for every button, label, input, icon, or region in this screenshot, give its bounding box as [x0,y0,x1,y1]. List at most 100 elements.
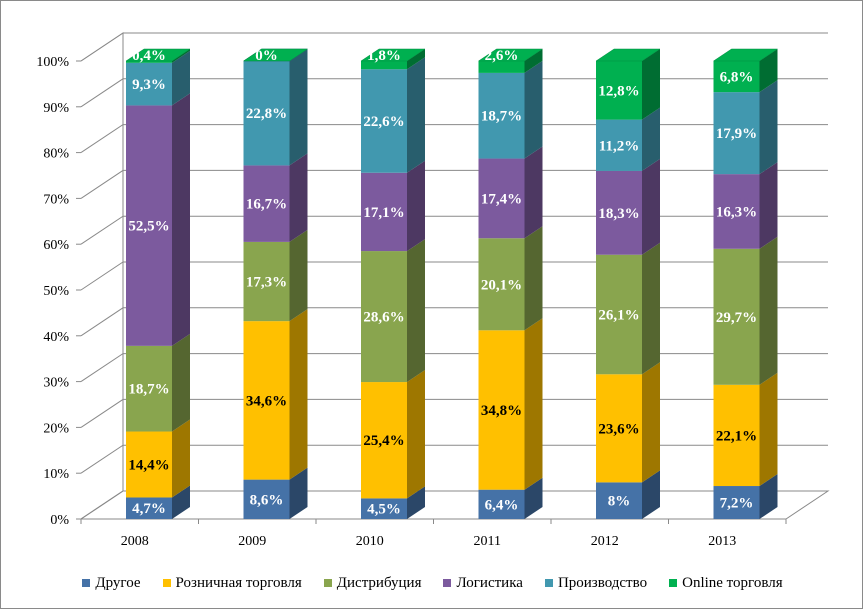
bar-column-2013 [712,48,779,519]
bar-segment [713,162,778,249]
data-label: 26,1% [598,308,639,324]
data-label: 12,8% [598,83,639,99]
bar-segment [126,485,190,519]
bar-side [407,160,425,252]
bar-column-2010 [360,48,426,519]
gridline [80,169,828,199]
bar-column-2011 [477,48,544,519]
bar-front [713,174,760,249]
y-tick-label: 90% [43,101,69,116]
gridline [80,215,828,245]
bar-side [172,485,190,519]
plot-area: 0%10%20%30%40%50%60%70%80%90%100%2008 200… [36,32,830,549]
bar-segment [596,470,660,519]
bar-side [759,80,778,175]
gridlines [80,32,828,520]
data-label: 0% [255,48,278,64]
bar-side [407,57,425,173]
data-label: 20,1% [481,277,522,293]
legend-label: Логистика [456,574,523,591]
legend-swatch [669,579,678,587]
data-label: 22,6% [363,114,404,130]
bar-front [713,486,760,519]
data-label: 0,4% [132,48,166,64]
gridline [80,490,828,520]
bar-segment [243,467,308,519]
y-tick-label: 0% [50,513,69,528]
bar-top [712,48,779,62]
bar-segment [126,419,190,498]
legend-item: Производство [544,574,648,592]
legend-label: Производство [557,574,648,591]
bar-side [642,49,660,120]
bar-side [172,93,190,346]
y-tick-label: 10% [43,467,69,482]
bar-side [759,372,778,487]
gridline [80,124,828,154]
bar-side [289,309,308,480]
bar-segment [361,57,425,173]
data-label: 8% [608,494,631,510]
bar-segment [243,229,308,322]
bar-side [524,477,543,519]
bar-front [243,165,290,242]
data-label: 23,6% [598,421,639,437]
gridline [80,32,828,62]
bar-column-2008 [125,48,191,519]
data-label: 6,4% [485,497,519,513]
bar-segment [126,333,190,432]
legend-swatch [544,579,553,587]
bar-side [524,226,543,331]
bar-segment [361,370,425,499]
bar-side [759,236,778,385]
bar-segment [478,60,543,159]
data-label: 17,9% [716,126,757,142]
bar-segment [126,50,190,106]
x-tick-label: 2013 [708,534,736,549]
legend-swatch [443,579,452,587]
legend-label: Розничная торговля [175,574,302,591]
bar-front [596,170,642,255]
bar-side [289,467,308,519]
legend-item: Другое [82,575,141,592]
bar-segment [361,160,425,252]
bar-segment [595,48,661,120]
bar-front [126,497,172,519]
x-tick-label: 2011 [474,534,501,549]
bar-segment [478,318,543,490]
data-label: 17,3% [246,275,287,291]
y-tick-label: 100% [36,55,69,70]
data-label: 7,2% [720,496,754,512]
data-label: 17,4% [481,191,522,207]
stacked-bar-chart: 0%10%20%30%40%50%60%70%80%90%100%2008 200… [36,32,830,549]
bar-front [713,61,760,93]
bar-side [289,49,308,166]
legend-item: Логистика [443,574,523,592]
legend-swatch [162,579,171,587]
bar-side [172,50,190,106]
bar-front [713,384,760,487]
bar-front [478,61,525,73]
bar-segment [125,48,191,63]
data-label: 9,3% [132,77,166,93]
data-label: 22,1% [716,428,757,444]
bar-side [407,239,425,383]
bar-segment [478,477,543,519]
bar-front [361,498,407,519]
x-tick-label: 2012 [591,534,619,549]
bar-segment [242,48,309,62]
bar-segment [477,48,544,73]
x-tick-label: 2009 [238,534,266,549]
bar-front [361,251,407,383]
bar-side [759,162,778,249]
bar-side [642,362,660,483]
gridline [80,398,828,428]
bar-side [407,486,425,519]
data-label: 28,6% [363,310,404,326]
bar-front [478,158,525,239]
bar-front [361,61,407,70]
data-label: 25,4% [363,433,404,449]
bar-front [713,92,760,175]
bar-top [242,48,309,62]
